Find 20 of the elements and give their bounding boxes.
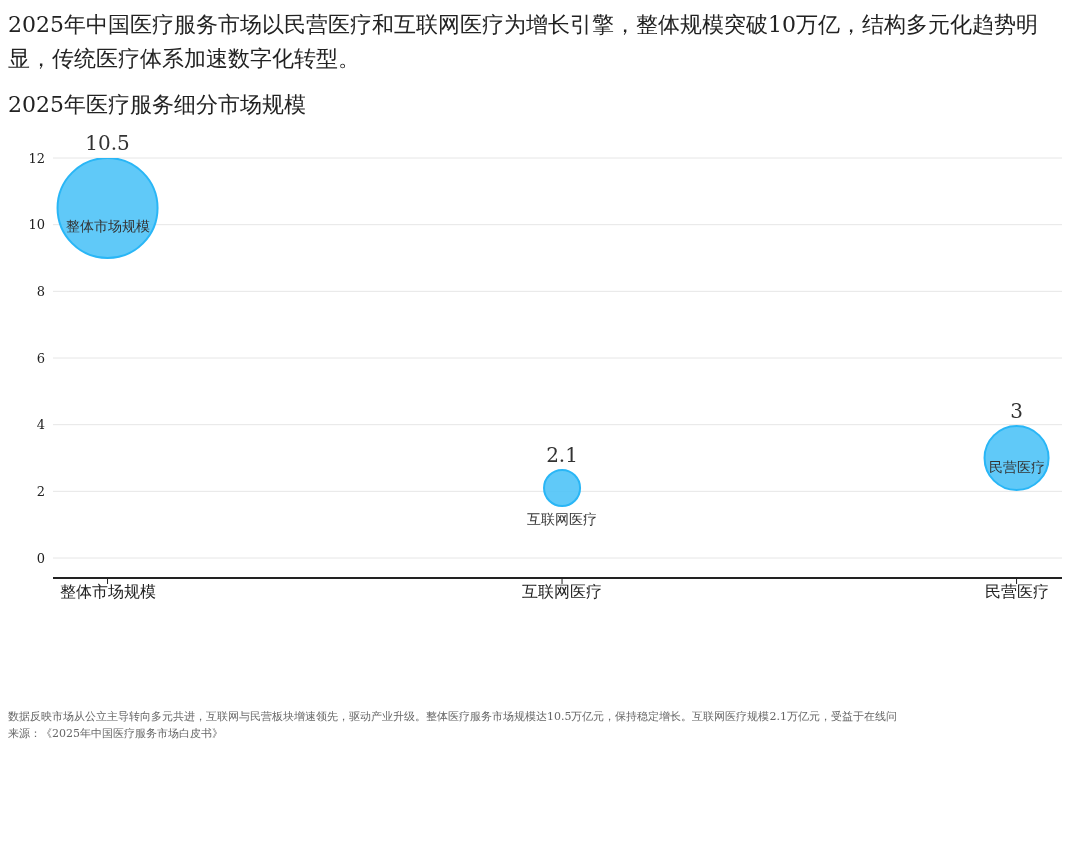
y-tick-label: 12 (28, 150, 45, 166)
category-label: 整体市场规模 (65, 217, 150, 234)
x-tick-label: 整体市场规模 (59, 582, 156, 602)
y-tick-label: 6 (36, 350, 45, 366)
y-tick-label: 10 (28, 217, 45, 233)
data-label: 10.5 (85, 131, 130, 155)
y-tick-label: 0 (36, 550, 45, 566)
chart-title: 2025年中国医疗服务市场以民营医疗和互联网医疗为增长引擎，整体规模突破10万亿，结构多元化趋势明显，传统医疗体系加速数字化转型。 (8, 11, 1039, 73)
category-label: 民营医疗 (988, 459, 1045, 476)
data-label: 3 (1010, 398, 1023, 423)
y-tick-label: 4 (36, 417, 45, 433)
data-label: 2.1 (546, 442, 578, 467)
category-label: 互联网医疗 (527, 511, 598, 528)
chart-subtitle: 2025年医疗服务细分市场规模 (8, 91, 307, 119)
x-tick-label: 民营医疗 (984, 582, 1049, 602)
y-tick-label: 2 (36, 483, 45, 499)
x-tick-label: 互联网医疗 (522, 582, 603, 602)
source-note: 来源：《2025年中国医疗服务市场白皮书》 (8, 726, 224, 742)
y-tick-label: 8 (36, 283, 45, 299)
text: 数据反映市场从公立主导转向多元共进，互联网与民营板块增速领先，驱动产业升级。整体医疗服务市场规模达10.5万亿元，保持稳定增长。互联网医疗规模2.1万亿元，受益于在线问 (8, 709, 898, 725)
